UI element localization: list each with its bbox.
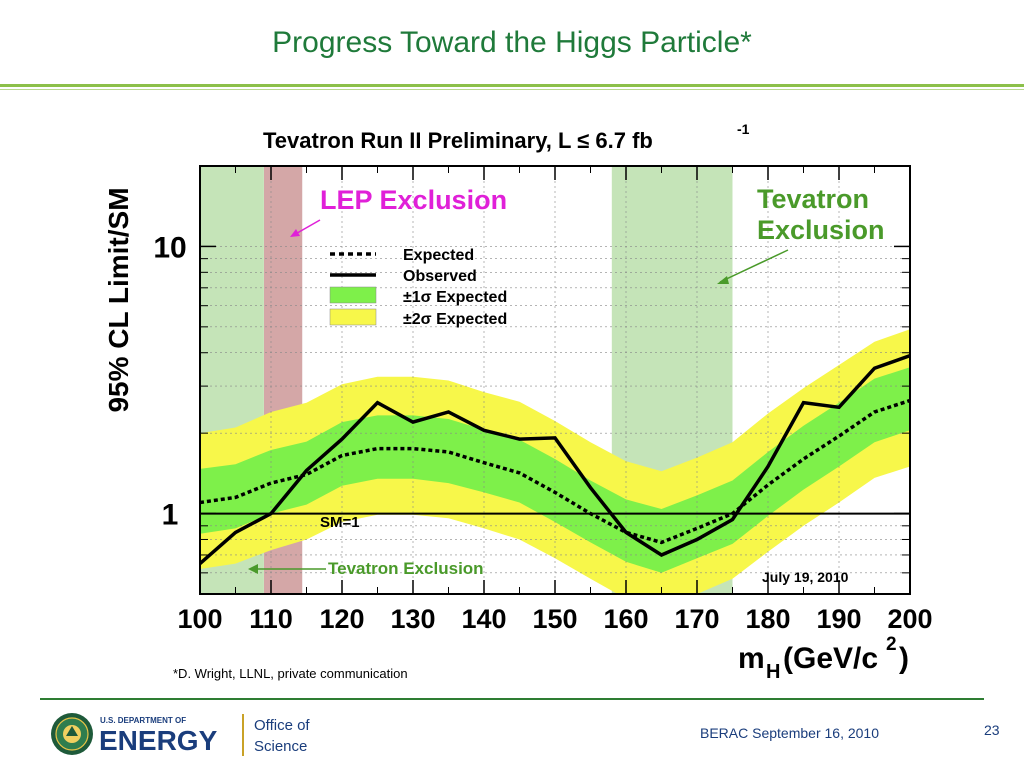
footer-divider: [40, 698, 984, 700]
legend: Expected Observed ±1σ Expected ±2σ Expected: [329, 247, 507, 328]
plot-area: [200, 166, 910, 594]
x-axis-unit: (GeV/c: [783, 642, 878, 675]
legend-2sigma-swatch: [329, 308, 377, 326]
legend-1sigma-swatch: [329, 286, 377, 304]
x-tick-label-200: 200: [887, 604, 932, 634]
chart-title: Tevatron Run II Preliminary, L ≤ 6.7 fb: [263, 128, 653, 153]
logo-separator: [242, 714, 244, 756]
x-axis-label: m: [738, 642, 765, 675]
legend-observed-label: Observed: [403, 268, 477, 285]
expected-line: [200, 398, 910, 545]
footer-text: BERAC September 16, 2010: [700, 725, 879, 741]
doe-seal-icon: [51, 713, 93, 755]
x-tick-label-130: 130: [390, 604, 435, 634]
x-tick-label-150: 150: [532, 604, 577, 634]
tevatron-exclusion-top-line2: Exclusion: [757, 215, 885, 245]
legend-expected-label: Expected: [403, 247, 474, 264]
tevatron-top-arrow-head: [717, 276, 729, 284]
office-line2: Science: [254, 738, 307, 755]
x-tick-label-180: 180: [745, 604, 790, 634]
tevatron-exclusion-bottom-label: Tevatron Exclusion: [328, 559, 484, 578]
x-tick-label-170: 170: [674, 604, 719, 634]
x-tick-label-140: 140: [461, 604, 506, 634]
chart-title-superscript: -1: [737, 121, 750, 137]
doe-line1: U.S. DEPARTMENT OF: [100, 716, 186, 725]
x-tick-label-120: 120: [319, 604, 364, 634]
title-divider-thin: [0, 89, 1024, 90]
lep-arrow-head: [290, 229, 300, 237]
doe-office-of-science-logo: U.S. DEPARTMENT OF ENERGY Office of Scie…: [51, 713, 310, 756]
x-tick-label-160: 160: [603, 604, 648, 634]
tevatron-exclusion-top-line1: Tevatron: [757, 184, 869, 214]
x-axis-unit-close: ): [899, 642, 909, 675]
legend-1sigma-label: ±1σ Expected: [403, 289, 507, 306]
page-number: 23: [984, 722, 1000, 738]
sm-label: SM=1: [320, 514, 360, 531]
y-tick-label-1: 1: [162, 499, 179, 532]
x-axis-label-subscript: H: [766, 661, 780, 683]
y-tick-label-10: 10: [153, 231, 186, 264]
office-line1: Office of: [254, 717, 310, 734]
date-label: July 19, 2010: [762, 569, 849, 585]
lep-exclusion-label: LEP Exclusion: [320, 185, 507, 215]
doe-line2: ENERGY: [99, 725, 218, 756]
y-axis-label: 95% CL Limit/SM: [103, 187, 134, 412]
footnote: *D. Wright, LLNL, private communication: [173, 666, 408, 681]
x-axis-unit-superscript: 2: [886, 634, 897, 655]
legend-2sigma-label: ±2σ Expected: [403, 311, 507, 328]
observed-line: [200, 354, 910, 565]
tevatron-bottom-arrow-head: [248, 564, 258, 574]
tevatron-top-arrow-line: [719, 249, 789, 283]
x-tick-label-110: 110: [249, 604, 293, 634]
x-tick-label-100: 100: [177, 604, 222, 634]
slide-title: Progress Toward the Higgs Particle*: [272, 26, 752, 59]
x-tick-label-190: 190: [816, 604, 861, 634]
title-divider: [0, 84, 1024, 87]
